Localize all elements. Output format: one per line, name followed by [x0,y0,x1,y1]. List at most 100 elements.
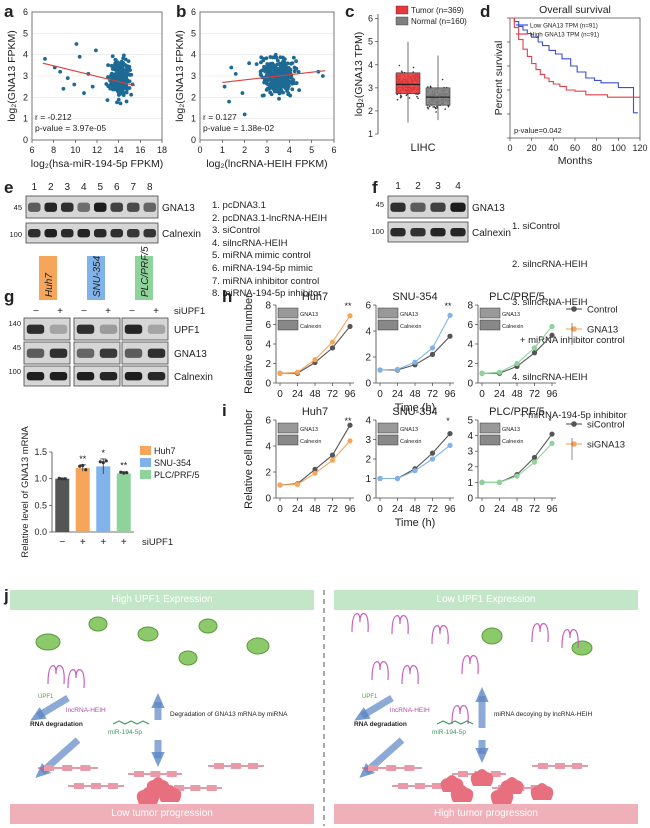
y-tick-label: 4 [365,416,371,427]
blot-band [430,228,446,237]
inset-label: GNA13 [502,312,520,318]
series-point [377,367,383,373]
inset-blot-band [377,307,399,319]
significance-marker: ** [120,461,128,471]
data-point [296,69,301,74]
data-point [254,62,259,67]
y-tick-label: 4 [365,327,371,338]
data-point [284,66,289,70]
y-axis-label: Percent survival [493,41,505,116]
band-label: Calnexin [174,372,213,383]
x-tick-label: 24 [292,504,304,515]
panel-label-d: d [480,2,491,21]
data-point [116,97,121,102]
data-point [278,89,283,94]
x-tick-label: 72 [427,389,439,400]
significance-marker: ** [444,301,452,311]
series-point [412,359,418,365]
mrna-block [247,763,258,769]
data-point [233,71,238,76]
x-tick-label: 72 [529,389,541,400]
blot-band [124,348,143,358]
series-point [429,456,436,462]
data-point [263,69,268,74]
y-tick-label: 2 [365,455,371,466]
blot-band [450,202,466,212]
mrna-block [107,783,118,789]
data-point [121,53,126,58]
blot-f-legend-item: + miRNA inhibitor control [512,334,625,346]
plot-frame [199,11,335,141]
data-point [271,78,276,83]
y-tick-label: 6 [23,7,28,17]
series-point [394,475,401,482]
significance-marker: * [548,416,552,426]
bar-chart-g: 0.0 0.5 1.0 1.5 − ** + * + ** + siUPF1 Relative leve… [20,426,200,558]
jitter-point [412,71,415,73]
y-tick-label: 2 [368,106,373,116]
treatment-sign: − [81,306,87,317]
inset-label: Calnexin [400,439,421,445]
legend-swatch [395,16,409,26]
series-point [347,313,353,319]
blot-band [110,229,124,238]
jitter-point [400,70,403,72]
panel-label-f: f [372,178,378,197]
blot-strip [73,365,121,387]
blot-band [49,324,68,334]
lncrna-label: lncRNA-HEIH [66,707,106,714]
series-point [514,360,520,367]
blot-strip [25,195,159,219]
mrna-block [490,771,501,777]
inset-blot-band [479,422,501,434]
inset-blot-band [479,434,501,446]
data-point [267,83,272,87]
data-point [320,74,325,78]
blot-band [26,372,45,381]
mrna-block [134,771,144,777]
bar [116,473,131,532]
series-point [531,454,538,461]
legend-label: Tumor (n=369) [411,6,464,15]
legend-label: siGNA13 [587,440,625,451]
blot-band [77,202,91,212]
blot-band [126,202,140,212]
y-axis-label: log₂(GNA13 TPM) [353,32,365,116]
data-point [273,89,277,94]
rna-hairpin [531,623,549,643]
blot-band [126,229,140,238]
x-tick-label: 72 [427,504,439,515]
data-point [277,66,282,71]
chart-title: Overall survival [539,4,611,16]
blot-band [27,229,41,238]
blot-e-legend-item: 7. miRNA inhibitor control [212,275,320,287]
upf1-label: UPF1 [362,694,378,700]
data-point [294,59,298,64]
data-point [110,54,115,59]
panel-label-h: h [222,287,233,306]
rna-hairpin [67,669,85,689]
inset-label: Calnexin [300,439,321,445]
inset-label: GNA13 [400,427,418,433]
data-point [282,57,287,62]
jitter-point [441,78,444,81]
data-point [286,91,291,96]
data-point [270,55,275,60]
blot-band [124,372,143,381]
mrna-block [80,765,91,771]
blot-band [143,229,157,238]
blot-band [26,348,45,358]
p-value-annotation: p-value = 1.38e-02 [203,123,274,133]
rna-hairpin [461,655,479,675]
data-point [72,82,77,87]
series-point [429,351,436,357]
data-point [126,59,131,64]
data-point [269,73,274,77]
series-point [549,323,555,330]
data-point [124,90,129,95]
y-tick-label: 0.0 [34,527,47,537]
data-point [125,71,130,76]
significance-marker: ** [344,416,352,426]
protein-blob [490,787,514,804]
